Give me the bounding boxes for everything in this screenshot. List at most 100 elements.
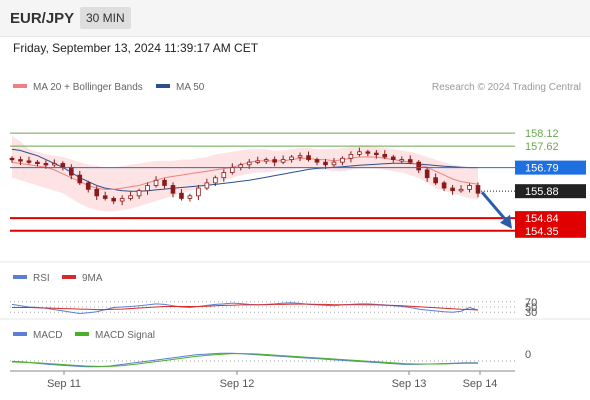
ma20-legend-label: MA 20 + Bollinger Bands — [33, 82, 143, 93]
candle-body — [323, 161, 328, 166]
time-axis: Sep 11 Sep 12 Sep 13 Sep 14 — [10, 370, 515, 390]
candle-body — [399, 159, 405, 162]
rsi-ma-legend-swatch — [62, 275, 76, 279]
support-label: 154.35 — [525, 226, 559, 238]
candle-body — [357, 151, 362, 155]
symbol-title: EUR/JPY — [10, 10, 75, 27]
rsi-level-label: 50 — [525, 302, 537, 314]
ma50-legend-label: MA 50 — [176, 82, 205, 93]
candle-body — [187, 195, 193, 199]
resistance-label: 158.12 — [525, 128, 559, 140]
candle-body — [213, 177, 218, 184]
macd-zero-label: 0 — [525, 349, 531, 361]
candle-body — [9, 157, 15, 161]
candle-body — [297, 155, 303, 158]
candle-body — [407, 159, 413, 163]
forecast-arrow-head — [500, 214, 512, 229]
candle-body — [102, 195, 108, 199]
candle-body — [289, 156, 294, 160]
candle-body — [263, 159, 269, 162]
forecast-arrow-shaft — [480, 191, 511, 225]
current-price-label: 155.88 — [525, 186, 559, 198]
candle-body — [26, 160, 32, 163]
candle-body — [374, 152, 379, 155]
resistance-label: 157.62 — [525, 141, 559, 153]
candle-body — [119, 198, 125, 202]
candle-body — [475, 185, 481, 194]
macd-legend-label: MACD — [33, 330, 62, 341]
candle-body — [340, 157, 345, 163]
time-axis-tick-label: Sep 12 — [220, 378, 255, 390]
macd-signal-line — [11, 353, 478, 367]
support-value-box — [515, 223, 586, 238]
candle-body — [69, 166, 74, 176]
timestamp: Friday, September 13, 2024 11:39:17 AM C… — [13, 41, 259, 55]
candle-body — [60, 163, 66, 168]
candle-body — [280, 159, 286, 163]
candles — [9, 147, 481, 206]
candle-body — [441, 182, 447, 189]
time-axis-tick-label: Sep 13 — [392, 378, 427, 390]
candle-body — [416, 161, 421, 171]
candle-body — [458, 188, 464, 192]
candle-body — [433, 177, 438, 184]
macd-signal-legend-swatch — [75, 332, 89, 336]
rsi-ma-line — [12, 303, 479, 311]
candle-body — [221, 172, 227, 179]
candle-body — [331, 161, 337, 166]
rsi-legend-swatch — [13, 275, 27, 279]
candle-body — [136, 190, 142, 197]
ma20-legend-swatch — [13, 84, 27, 88]
candle-body — [18, 159, 23, 162]
candle-body — [255, 160, 261, 163]
ma50-legend-swatch — [156, 84, 170, 88]
candle-body — [382, 153, 388, 158]
credit-text: Research © 2024 Trading Central — [432, 82, 581, 93]
rsi-line — [11, 302, 479, 315]
rsi-legend-label: RSI — [33, 273, 50, 284]
rsi-level-label: 70 — [525, 297, 537, 309]
candle-body — [365, 151, 371, 154]
rsi-ma-legend-label: 9MA — [82, 273, 103, 284]
candle-body — [128, 195, 133, 199]
candle-body — [246, 161, 252, 166]
candle-body — [85, 182, 91, 190]
candle-body — [162, 179, 167, 186]
candle-body — [35, 161, 40, 165]
macd-signal-legend-label: MACD Signal — [95, 330, 155, 341]
candle-body — [467, 185, 472, 190]
candle-body — [390, 156, 396, 160]
candle-body — [238, 164, 244, 168]
candle-body — [272, 159, 277, 163]
ma50-value-label: 156.79 — [525, 163, 559, 175]
timeframe-badge[interactable]: 30 MIN — [80, 7, 131, 29]
legend-main: MA 20 + Bollinger Bands MA 50 Research ©… — [13, 82, 581, 93]
time-axis-tick-label: Sep 14 — [463, 378, 498, 390]
candle-body — [179, 192, 184, 199]
ma50-line — [11, 148, 478, 192]
candle-body — [229, 166, 235, 173]
candle-body — [52, 163, 57, 166]
support-label: 154.84 — [525, 213, 559, 225]
candle-body — [424, 169, 430, 179]
candle-body — [145, 185, 150, 192]
candle-body — [450, 187, 455, 192]
candle-body — [314, 159, 320, 163]
rsi-level-label: 30 — [525, 307, 537, 319]
candle-body — [306, 155, 311, 160]
candle-body — [170, 185, 176, 194]
candle-body — [94, 188, 100, 197]
macd-pane: MACD MACD Signal 0 — [10, 330, 531, 368]
candle-body — [348, 153, 354, 159]
candle-body — [196, 187, 201, 197]
current-price-box — [515, 184, 586, 199]
bollinger-band-fill — [12, 136, 478, 212]
chart-header: EUR/JPY 30 MIN — [0, 0, 590, 37]
candle-body — [43, 163, 49, 166]
candle-body — [77, 174, 83, 184]
forecast-arrow — [480, 191, 512, 229]
time-axis-ticks: Sep 11 Sep 12 Sep 13 Sep 14 — [47, 371, 497, 390]
